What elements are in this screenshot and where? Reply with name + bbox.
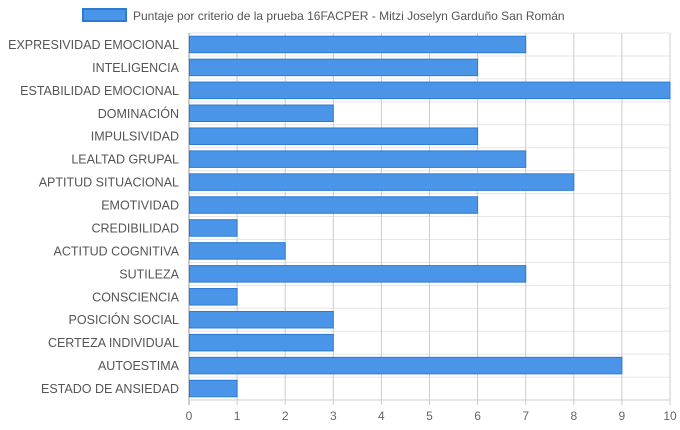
- category-label: POSICIÓN SOCIAL: [69, 312, 179, 327]
- category-label: DOMINACIÓN: [98, 106, 179, 121]
- grid: [188, 32, 671, 405]
- bar: [189, 58, 479, 77]
- category-label: CREDIBILIDAD: [91, 221, 179, 235]
- bars: [189, 35, 671, 398]
- x-tick-label: 0: [186, 409, 193, 423]
- category-label: CERTEZA INDIVIDUAL: [48, 336, 179, 350]
- bar: [189, 310, 334, 329]
- bar: [189, 196, 479, 214]
- x-tick-label: 7: [522, 409, 529, 423]
- category-label: SUTILEZA: [119, 267, 179, 281]
- category-label: IMPULSIVIDAD: [91, 130, 179, 144]
- bar: [189, 333, 334, 352]
- x-tick-label: 9: [619, 409, 626, 423]
- legend-label: Puntaje por criterio de la prueba 16FACP…: [133, 9, 565, 23]
- x-tick-label: 1: [234, 409, 241, 423]
- category-label: ESTABILIDAD EMOCIONAL: [20, 84, 179, 98]
- category-label: CONSCIENCIA: [92, 290, 179, 304]
- category-label: LEALTAD GRUPAL: [71, 153, 179, 167]
- category-label: ESTADO DE ANSIEDAD: [41, 382, 179, 396]
- bar: [189, 379, 238, 398]
- x-tick-label: 6: [474, 409, 481, 423]
- legend[interactable]: Puntaje por criterio de la prueba 16FACP…: [82, 8, 565, 23]
- x-tick-label: 5: [426, 409, 433, 423]
- x-tick-label: 4: [378, 409, 385, 423]
- bar: [189, 265, 527, 283]
- bar: [189, 219, 238, 237]
- legend-swatch: [82, 8, 127, 22]
- bar: [189, 127, 479, 145]
- x-tick-label: 8: [570, 409, 577, 423]
- x-tick-label: 3: [330, 409, 337, 423]
- category-label: EXPRESIVIDAD EMOCIONAL: [8, 38, 179, 52]
- bar: [189, 35, 527, 54]
- x-tick-label: 10: [663, 409, 677, 423]
- category-labels: EXPRESIVIDAD EMOCIONAL INTELIGENCIA ESTABI…: [8, 38, 180, 396]
- bar: [189, 150, 527, 168]
- bar: [189, 173, 575, 191]
- category-label: ACTITUD COGNITIVA: [54, 244, 180, 258]
- category-label: EMOTIVIDAD: [101, 199, 179, 213]
- bar: [189, 104, 334, 123]
- category-label: AUTOESTIMA: [98, 359, 180, 373]
- bar: [189, 356, 623, 375]
- x-axis-ticks: 0 1 2 3 4 5 6 7 8 9 10: [186, 409, 677, 423]
- x-tick-label: 2: [282, 409, 289, 423]
- bar: [189, 81, 671, 100]
- bar: [189, 242, 286, 260]
- bar: [189, 288, 238, 306]
- category-label: INTELIGENCIA: [92, 61, 179, 75]
- category-label: APTITUD SITUACIONAL: [39, 176, 179, 190]
